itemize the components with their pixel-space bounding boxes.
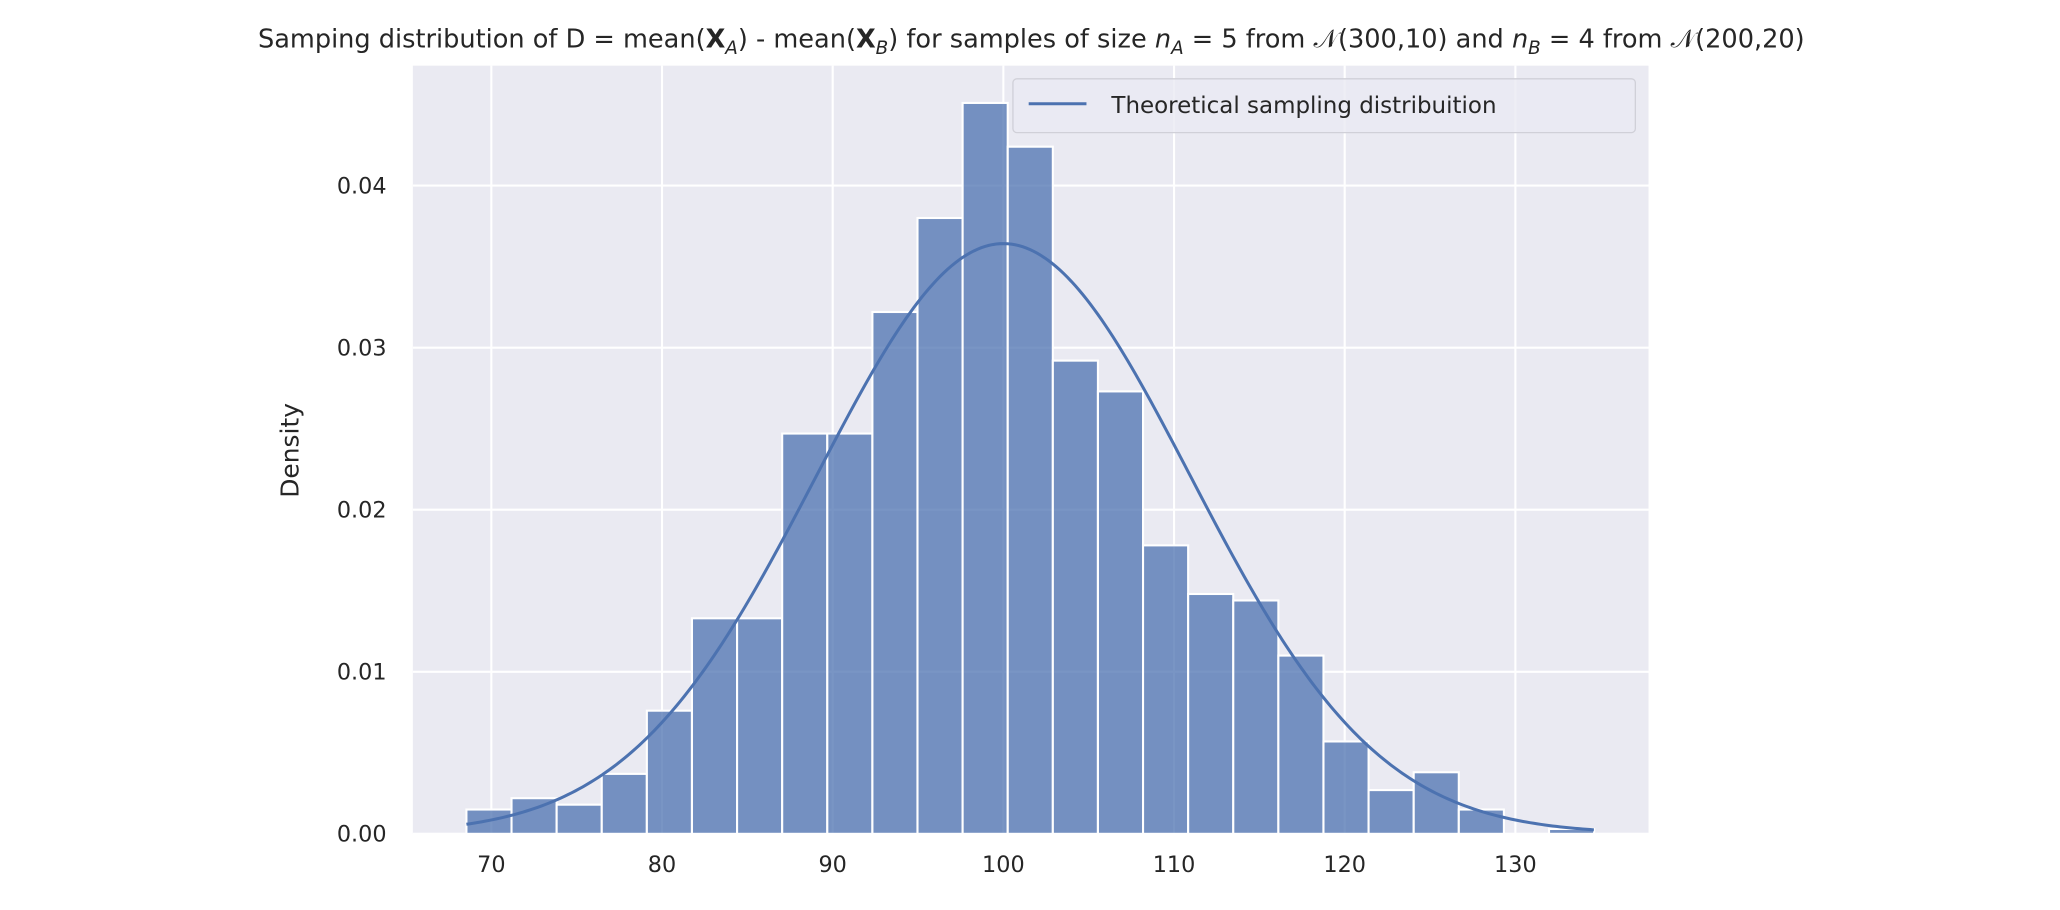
histogram-bar — [690, 617, 739, 835]
y-tick-label: 0.04 — [337, 173, 387, 199]
title-part: B — [1528, 38, 1541, 59]
title-part: B — [876, 38, 889, 59]
y-tick-label: 0.01 — [337, 660, 387, 686]
title-part: A — [1170, 38, 1184, 59]
title-part: A — [724, 38, 738, 59]
title-part: ) for samples of size — [888, 24, 1155, 54]
histogram-bar — [871, 310, 919, 835]
theoretical-curve — [466, 242, 1594, 832]
title-part: ) - mean( — [738, 24, 856, 54]
chart-title: Samping distribution of D = mean(XA) - m… — [258, 24, 1805, 59]
y-axis-label: Density — [276, 403, 305, 498]
histogram-bar — [1141, 544, 1190, 835]
title-part: X — [856, 24, 876, 54]
histogram-bar — [555, 803, 603, 835]
legend: Theoretical sampling distribuition — [1012, 78, 1637, 134]
title-part: n — [1512, 24, 1528, 54]
title-part: = 5 from 𝒩(300,10) and — [1184, 24, 1512, 54]
x-tick-labels: 70 80 90 100 110 120 130 — [477, 852, 1537, 878]
x-tick-label: 110 — [1153, 852, 1196, 878]
histogram-bar — [1232, 599, 1280, 835]
title-part: = 4 from 𝒩(200,20) — [1541, 24, 1805, 54]
histogram-bar — [1412, 771, 1460, 835]
x-tick-label: 70 — [477, 852, 505, 878]
y-tick-labels: 0.00 0.01 0.02 0.03 0.04 — [337, 173, 387, 847]
histogram-bar — [1367, 789, 1415, 835]
histogram-bar — [1277, 654, 1325, 835]
histogram-bar — [1457, 808, 1505, 835]
histogram-bar — [826, 432, 874, 835]
x-tick-label: 120 — [1323, 852, 1366, 878]
x-tick-label: 130 — [1494, 852, 1537, 878]
histogram-bar — [1051, 359, 1099, 835]
histogram-bar — [1096, 390, 1145, 835]
histogram-bar — [916, 216, 964, 835]
histogram-bar — [736, 617, 784, 835]
y-tick-label: 0.02 — [337, 498, 387, 524]
histogram-bar — [1322, 740, 1370, 835]
legend-label: Theoretical sampling distribuition — [1110, 93, 1496, 119]
x-tick-label: 80 — [648, 852, 676, 878]
title-part: X — [706, 24, 726, 54]
legend-box — [1012, 78, 1637, 134]
x-tick-label: 90 — [818, 852, 846, 878]
title-part: Samping distribution of D = mean( — [258, 24, 706, 54]
y-tick-label: 0.03 — [337, 336, 387, 362]
histogram-bar — [600, 772, 648, 835]
histogram-bar — [961, 101, 1009, 835]
y-tick-label: 0.00 — [337, 822, 387, 848]
title-part: n — [1155, 24, 1171, 54]
x-tick-label: 100 — [982, 852, 1025, 878]
histogram-bar — [781, 432, 829, 835]
histogram-bar — [1006, 145, 1054, 835]
histogram-bar — [1187, 592, 1235, 835]
